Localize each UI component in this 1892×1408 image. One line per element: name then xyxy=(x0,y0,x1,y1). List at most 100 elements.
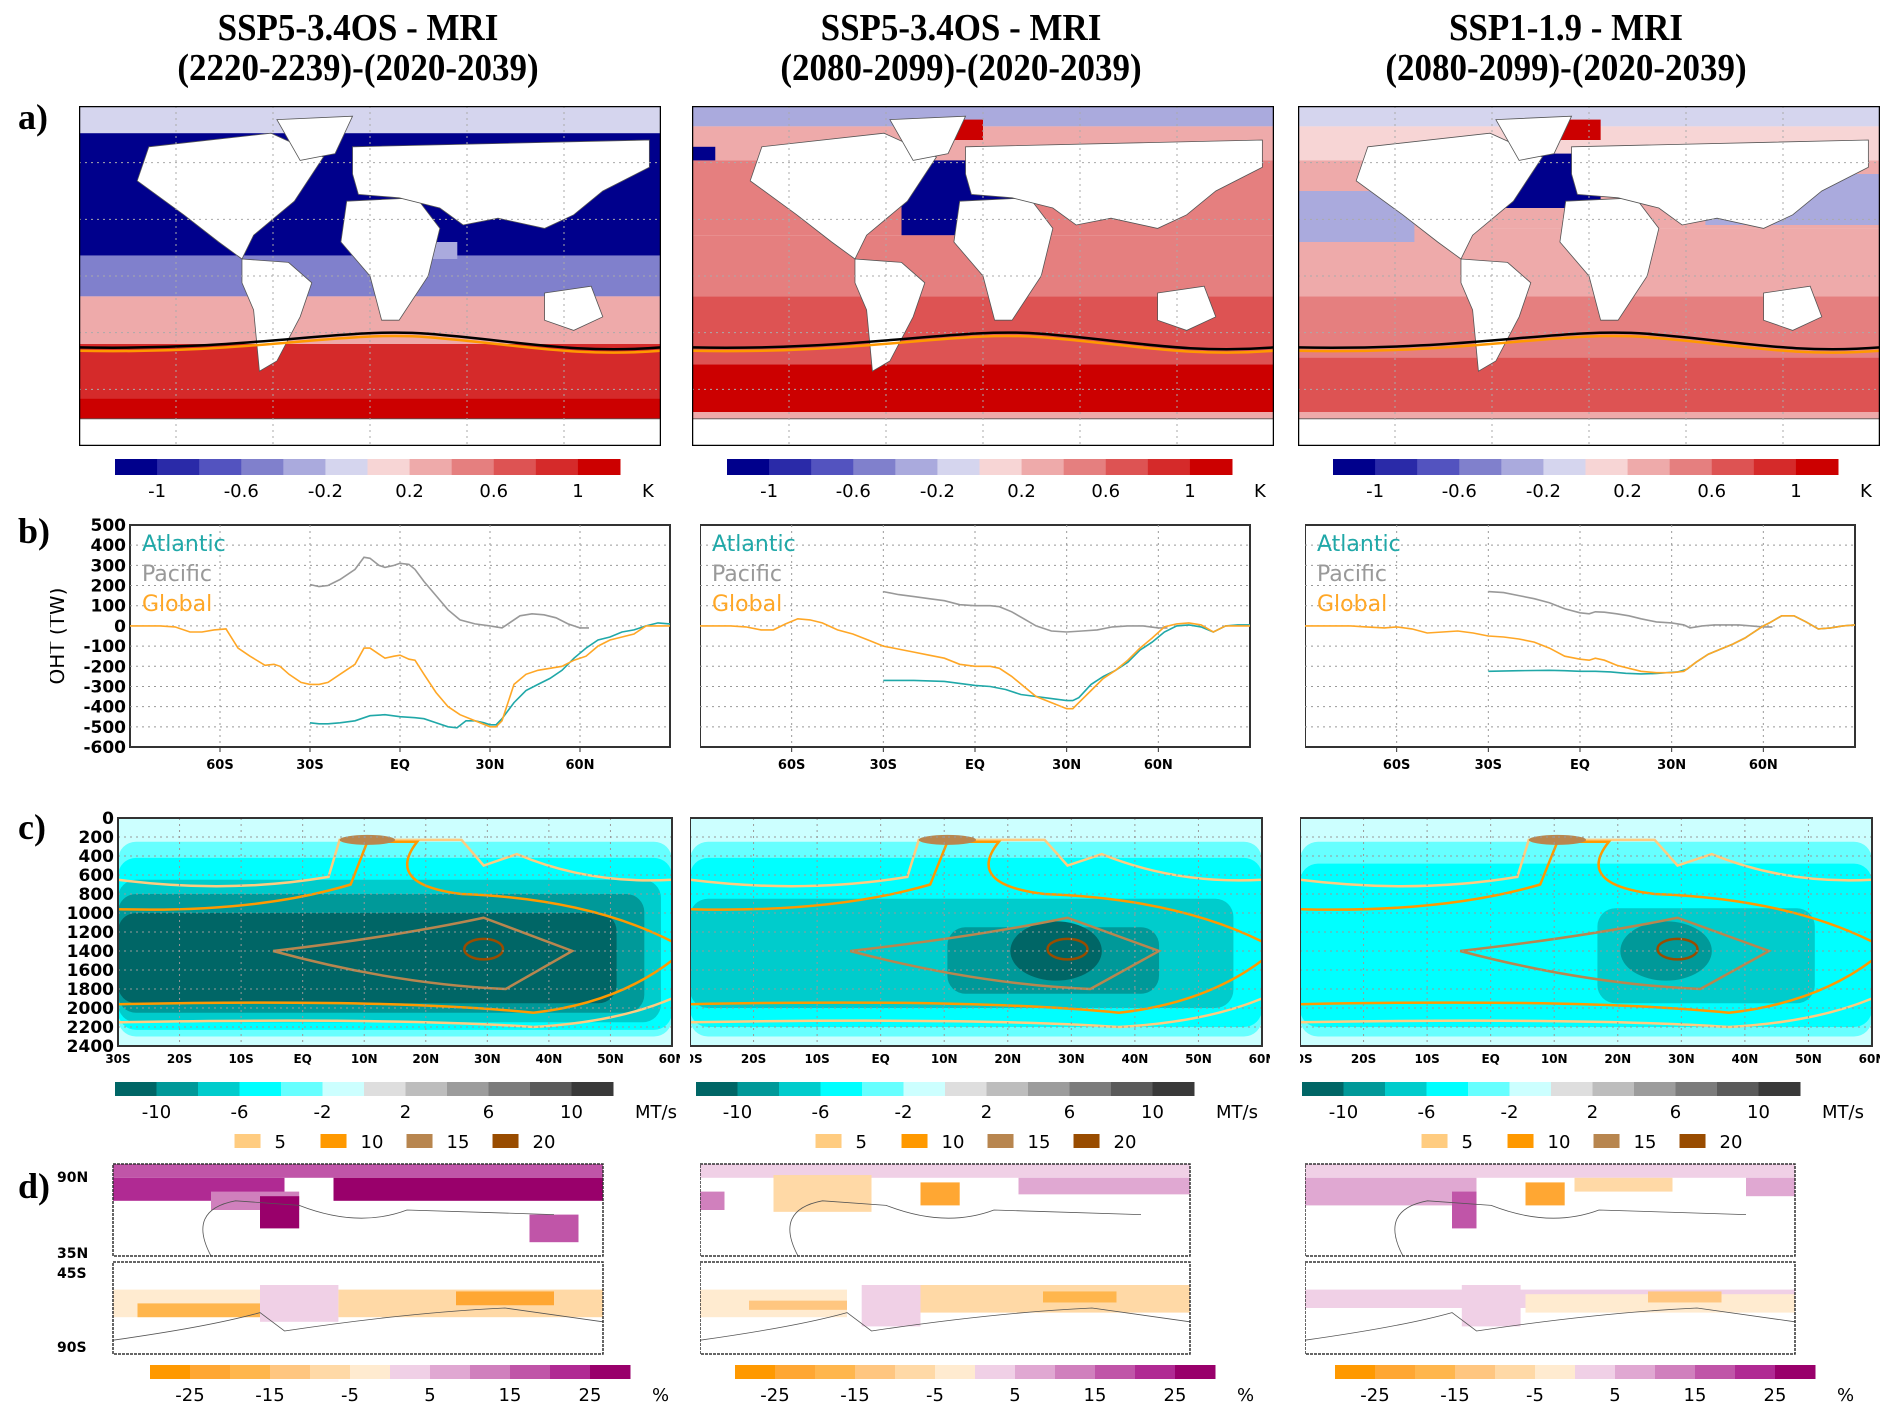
contour-legend-swatch xyxy=(1507,1134,1534,1148)
south-america-landmass xyxy=(1460,258,1532,372)
colorbar-tick-label: 0.2 xyxy=(1007,481,1036,502)
contour-legend-swatch xyxy=(987,1134,1014,1148)
colorbar-segment xyxy=(325,459,368,475)
antarctica-landmass xyxy=(692,418,1274,446)
contour-legend-swatch xyxy=(815,1134,842,1148)
continents xyxy=(1298,115,1880,446)
colorbar-segment xyxy=(1375,459,1418,475)
greenland-landmass xyxy=(889,115,967,161)
colorbar-tick-label: -5 xyxy=(1526,1385,1544,1406)
contour-10 xyxy=(117,840,673,943)
colorbar-segment xyxy=(1111,1082,1153,1096)
arctic-ice-anomaly xyxy=(113,1164,603,1178)
x-tick-label: 50N xyxy=(597,1052,624,1066)
x-tick-label: EQ xyxy=(1570,758,1590,773)
x-tick-label: 50N xyxy=(1185,1052,1212,1066)
amoc-section-col1: 30S 20S 10S EQ 10N 20N 30N 40N 50N 60N 02004006008… xyxy=(67,809,680,1066)
colorbar-tick-label: 0.2 xyxy=(1613,481,1642,502)
arctic-coastline xyxy=(789,1200,1142,1257)
colorbar-tick-label: 10 xyxy=(560,1102,583,1123)
colorbar-segment xyxy=(535,459,579,475)
colorbar-segment xyxy=(364,1082,406,1096)
legend-global: Global xyxy=(1317,592,1387,617)
colorbar-segment xyxy=(409,459,453,475)
colorbar-tick-label: 25 xyxy=(1764,1385,1787,1406)
contour-legend-swatch xyxy=(1421,1134,1448,1148)
plot-frame xyxy=(690,817,1263,1047)
x-tick-label: 40N xyxy=(536,1052,563,1066)
colorbar-unit: K xyxy=(1860,481,1873,502)
contour-legend-label: 15 xyxy=(1634,1132,1657,1153)
x-tick-label: 60N xyxy=(1144,758,1173,773)
colorbar-tick-label: -0.2 xyxy=(920,481,955,502)
colorbar-tick-label: -15 xyxy=(255,1385,284,1406)
x-tick-label: 60N xyxy=(659,1052,680,1066)
colorbar-segment xyxy=(1063,459,1107,475)
y-tick-label: -400 xyxy=(83,698,126,718)
colorbar-unit: MT/s xyxy=(1822,1102,1864,1123)
column-title-1-line1: SSP5-3.4OS - MRI xyxy=(217,7,499,49)
amoc-section-col3: 30S 20S 10S EQ 10N 20N 30N 40N 50N 60N xyxy=(1300,817,1880,1066)
plot-frame xyxy=(129,524,671,748)
colorbar-segment xyxy=(1343,1082,1386,1096)
x-tick-label: EQ xyxy=(871,1052,889,1066)
colorbar-tick-label: -0.2 xyxy=(1526,481,1561,502)
y-tick-label: 1200 xyxy=(67,923,114,943)
contour-legend-swatch xyxy=(406,1134,433,1148)
colorbar-amoc-col2: -10 -6 -2 2 6 10 MT/s 5 10 15 20 xyxy=(696,1082,1258,1153)
colorbar-segment xyxy=(322,1082,365,1096)
colorbar-segment xyxy=(735,1365,776,1379)
colorbar-segment xyxy=(1735,1365,1776,1379)
continents xyxy=(692,115,1274,446)
colorbar-segment xyxy=(198,1082,240,1096)
colorbar-tick-label: 10 xyxy=(1141,1102,1164,1123)
y-tick-label: 0 xyxy=(114,617,126,637)
sea-ice-maps-col3 xyxy=(1305,1163,1796,1355)
africa-landmass xyxy=(953,197,1054,321)
colorbar-segment xyxy=(488,1082,531,1096)
colorbar-tick-label: -25 xyxy=(760,1385,789,1406)
colorbar-segment xyxy=(862,1082,904,1096)
x-tick-label: 60S xyxy=(206,758,233,773)
map-frame xyxy=(692,106,1274,446)
contour-5 xyxy=(690,838,1263,888)
contour-10-deep xyxy=(1300,959,1873,1015)
africa-landmass xyxy=(1559,197,1660,321)
colorbar-segment xyxy=(820,1082,863,1096)
colorbar-unit: % xyxy=(1837,1385,1854,1406)
colorbar-tick-label: 5 xyxy=(424,1385,435,1406)
arctic-map-frame xyxy=(112,1163,604,1257)
label-90n: 90N xyxy=(57,1170,88,1186)
eurasia-landmass xyxy=(352,139,650,229)
colorbar-tick-label: 25 xyxy=(579,1385,602,1406)
colorbar-segment xyxy=(1069,1082,1112,1096)
colorbar-segment xyxy=(571,1082,614,1096)
contour-5-deep xyxy=(117,997,673,1029)
column-title-2: SSP5-3.4OS - MRI (2080-2099)-(2020-2039) xyxy=(685,8,1237,88)
y-tick-label: -600 xyxy=(83,738,126,758)
colorbar-unit: K xyxy=(1254,481,1267,502)
x-tick-label: 60S xyxy=(1383,758,1410,773)
colorbar-unit: % xyxy=(1237,1385,1254,1406)
colorbar-tick-label: -5 xyxy=(926,1385,944,1406)
colorbar-tick-label: -0.6 xyxy=(836,481,871,502)
colorbar-segment xyxy=(1495,1365,1536,1379)
colorbar-segment xyxy=(590,1365,631,1379)
colorbar-tick-label: 2 xyxy=(400,1102,411,1123)
row-label-b: b) xyxy=(18,511,51,551)
colorbar-segment xyxy=(1417,459,1460,475)
colorbar-segment xyxy=(199,459,242,475)
contour-10 xyxy=(1300,840,1873,943)
y-tick-label: 500 xyxy=(91,516,127,536)
colorbar-sst-col3: -1 -0.6 -0.2 0.2 0.6 1 K xyxy=(1333,459,1873,502)
x-tick-label: 20N xyxy=(994,1052,1021,1066)
streamfunction-band xyxy=(118,913,617,1004)
y-tick-label: 800 xyxy=(79,885,115,905)
colorbar-segment xyxy=(1655,1365,1696,1379)
series-line-pacific xyxy=(309,556,589,629)
x-tick-label: 30S xyxy=(870,758,897,773)
colorbar-segment xyxy=(470,1365,511,1379)
colorbar-segment xyxy=(815,1365,856,1379)
x-tick-label: 30N xyxy=(474,1052,501,1066)
contour-legend-label: 5 xyxy=(856,1132,867,1153)
